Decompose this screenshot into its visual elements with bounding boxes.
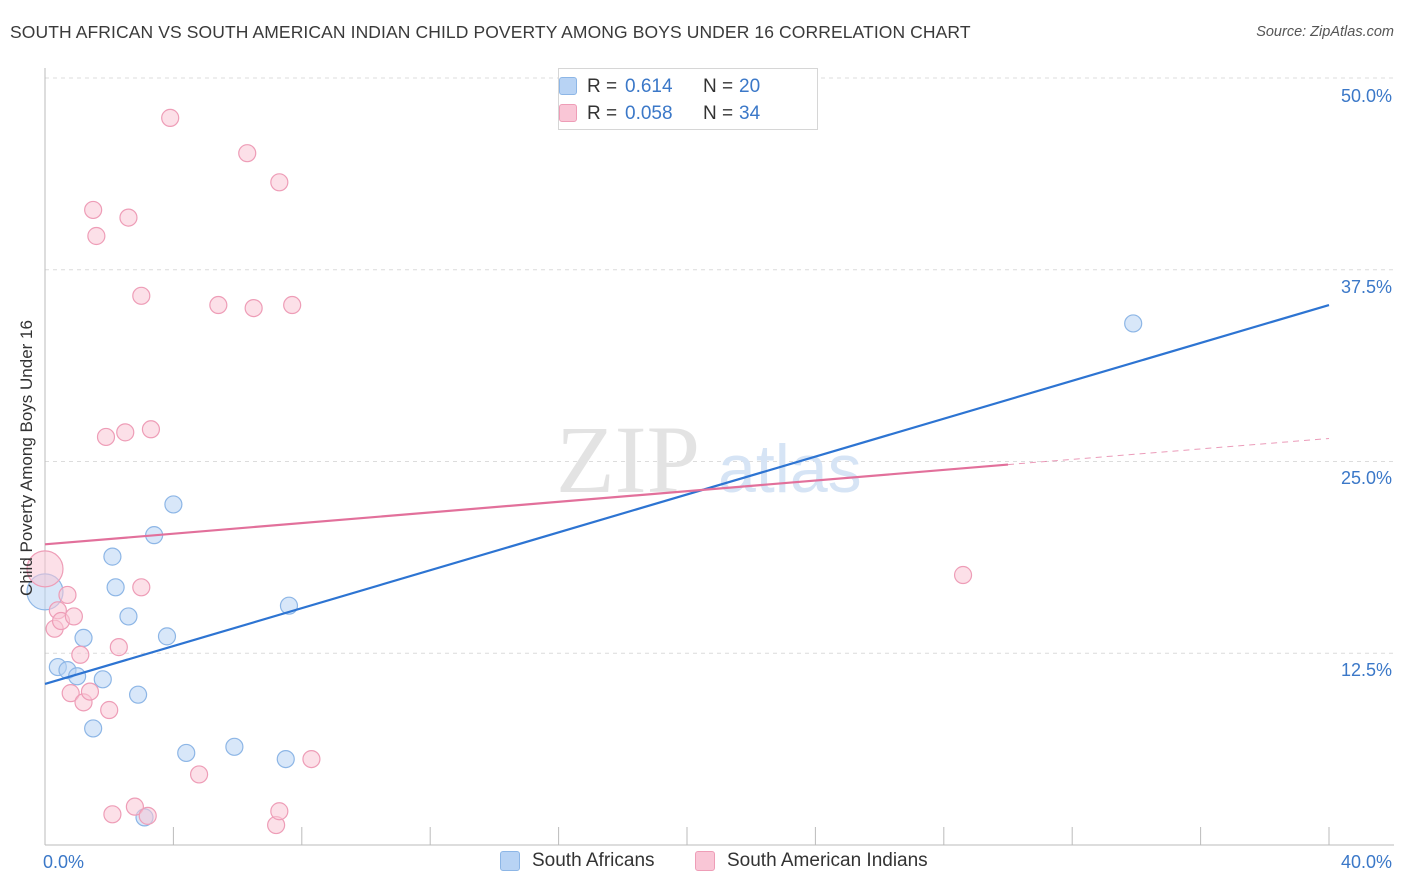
legend-r-label: R = — [587, 76, 618, 97]
point-south-american-indian — [238, 144, 257, 163]
x-tick-label-min: 0.0% — [43, 852, 85, 872]
axes — [44, 68, 1394, 846]
legend-swatch-blue — [500, 851, 520, 871]
y-tick-label-50: 50.0% — [1340, 86, 1392, 106]
legend-label: South American Indians — [727, 850, 928, 871]
legend-n-label: N = — [703, 76, 734, 97]
point-south-american-indian — [138, 806, 157, 825]
y-tick-label-37-5: 37.5% — [1340, 277, 1392, 297]
point-south-american-indian — [125, 797, 144, 816]
point-south-african — [157, 627, 177, 646]
point-south-american-indian — [84, 200, 103, 220]
series-legend: South Africans South American Indians — [0, 850, 1406, 880]
point-south-american-indian — [270, 802, 289, 821]
point-south-american-indian — [283, 295, 302, 315]
point-south-african — [276, 749, 295, 769]
point-south-american-indian — [26, 550, 64, 588]
point-south-american-indian — [209, 295, 228, 315]
point-south-american-indian — [132, 286, 151, 305]
trend-line-extension — [1007, 437, 1330, 466]
point-south-american-indian — [116, 423, 135, 442]
point-south-african — [1124, 314, 1143, 333]
point-south-african — [119, 607, 138, 626]
point-south-american-indian — [109, 638, 128, 657]
y-axis-label: Child Poverty Among Boys Under 16 — [17, 320, 36, 596]
watermark-atlas: atlas — [718, 431, 862, 507]
legend-swatch-pink — [559, 104, 577, 122]
point-south-american-indian — [141, 420, 161, 439]
legend-label: South Africans — [532, 850, 655, 871]
point-south-american-indian — [953, 565, 973, 585]
point-south-african — [106, 578, 125, 597]
point-south-american-indian — [270, 173, 289, 192]
legend-row-south-american-indians: R = 0.058 N = 34 — [559, 101, 761, 127]
point-south-african — [74, 628, 93, 648]
point-south-american-indian — [302, 749, 321, 769]
watermark: ZIP atlas — [556, 406, 862, 513]
point-south-american-indian — [132, 578, 151, 597]
gridlines — [45, 77, 1394, 654]
point-south-american-indian — [161, 108, 180, 127]
point-south-american-indian — [87, 226, 106, 246]
source-label: Source: ZipAtlas.com — [1256, 24, 1394, 40]
trend-line-south-american-indians — [44, 463, 1009, 546]
point-south-african — [177, 743, 196, 763]
legend-item-south-american-indians: South American Indians — [695, 850, 928, 872]
point-south-american-indian — [64, 607, 83, 626]
legend-r-value: 0.614 — [625, 76, 673, 97]
legend-n-value: 34 — [739, 103, 761, 124]
point-south-american-indian — [80, 682, 100, 701]
legend-row-south-africans: R = 0.614 N = 20 — [559, 74, 761, 100]
y-tick-label-12-5: 12.5% — [1340, 660, 1392, 680]
point-south-american-indian — [58, 585, 77, 605]
point-south-african — [225, 737, 244, 756]
legend-r-label: R = — [587, 103, 618, 124]
correlation-legend: R = 0.614 N = 20 R = 0.058 N = 34 — [558, 68, 818, 130]
data-points — [26, 108, 1143, 835]
legend-n-label: N = — [703, 103, 734, 124]
trend-lines — [44, 303, 1330, 685]
point-south-african — [164, 495, 183, 514]
legend-swatch-blue — [559, 77, 577, 95]
point-south-american-indian — [100, 700, 119, 720]
legend-swatch-pink — [695, 851, 715, 871]
point-south-african — [128, 685, 148, 704]
trend-line-south-africans — [44, 303, 1330, 685]
point-south-american-indian — [119, 208, 138, 227]
point-south-american-indian — [244, 299, 263, 318]
point-south-american-indian — [189, 765, 209, 784]
point-south-american-indian — [71, 645, 90, 664]
point-south-african — [93, 670, 112, 689]
legend-item-south-africans: South Africans — [500, 850, 655, 872]
point-south-african — [103, 547, 122, 566]
x-tick-label-max: 40.0% — [1340, 852, 1392, 872]
point-south-american-indian — [96, 427, 116, 447]
chart-title: SOUTH AFRICAN VS SOUTH AMERICAN INDIAN C… — [10, 22, 971, 42]
legend-n-value: 20 — [739, 76, 761, 97]
legend-r-value: 0.058 — [625, 103, 673, 124]
y-tick-label-25: 25.0% — [1340, 468, 1392, 488]
point-south-american-indian — [103, 805, 122, 824]
point-south-african — [84, 719, 103, 738]
point-south-american-indian — [61, 684, 80, 703]
